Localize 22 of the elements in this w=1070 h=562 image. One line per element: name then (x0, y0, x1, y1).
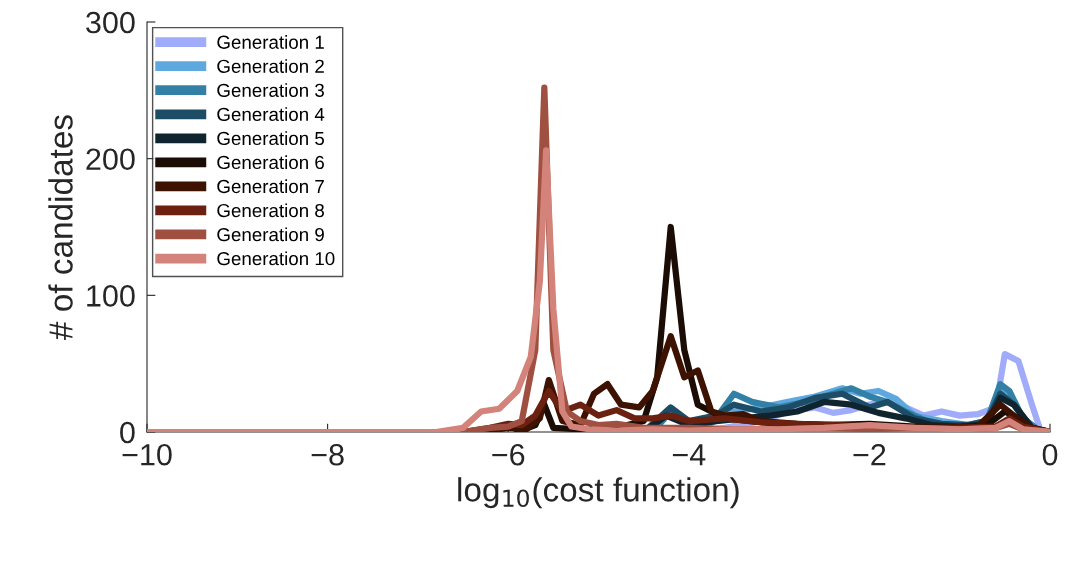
legend-label: Generation 6 (217, 155, 324, 170)
legend-label: Generation 9 (217, 227, 324, 242)
legend-label: Generation 4 (217, 107, 325, 122)
x-tick-label: −4 (672, 444, 706, 466)
y-tick-label: 300 (86, 11, 135, 34)
y-tick-label: 100 (87, 285, 135, 307)
legend-label: Generation 3 (217, 83, 324, 97)
x-tick-label: 0 (1042, 443, 1058, 466)
x-tick-label: −8 (311, 443, 344, 466)
x-tick-label: −10 (122, 443, 172, 466)
legend-label: Generation 10 (217, 251, 335, 266)
y-tick-label: 200 (86, 148, 135, 171)
y-axis-title: # of candidates (48, 115, 73, 340)
legend-label: Generation 8 (217, 203, 324, 218)
y-tick-label: 0 (120, 421, 135, 444)
legend-label: Generation 2 (217, 59, 324, 73)
legend-label: Generation 7 (217, 179, 324, 194)
legend-label: Generation 1 (217, 35, 324, 49)
x-tick-label: −2 (853, 443, 886, 466)
legend-label: Generation 5 (217, 131, 324, 146)
x-axis-title: log$_{10}$(cost function) (458, 477, 739, 509)
x-tick-label: −6 (492, 443, 525, 466)
